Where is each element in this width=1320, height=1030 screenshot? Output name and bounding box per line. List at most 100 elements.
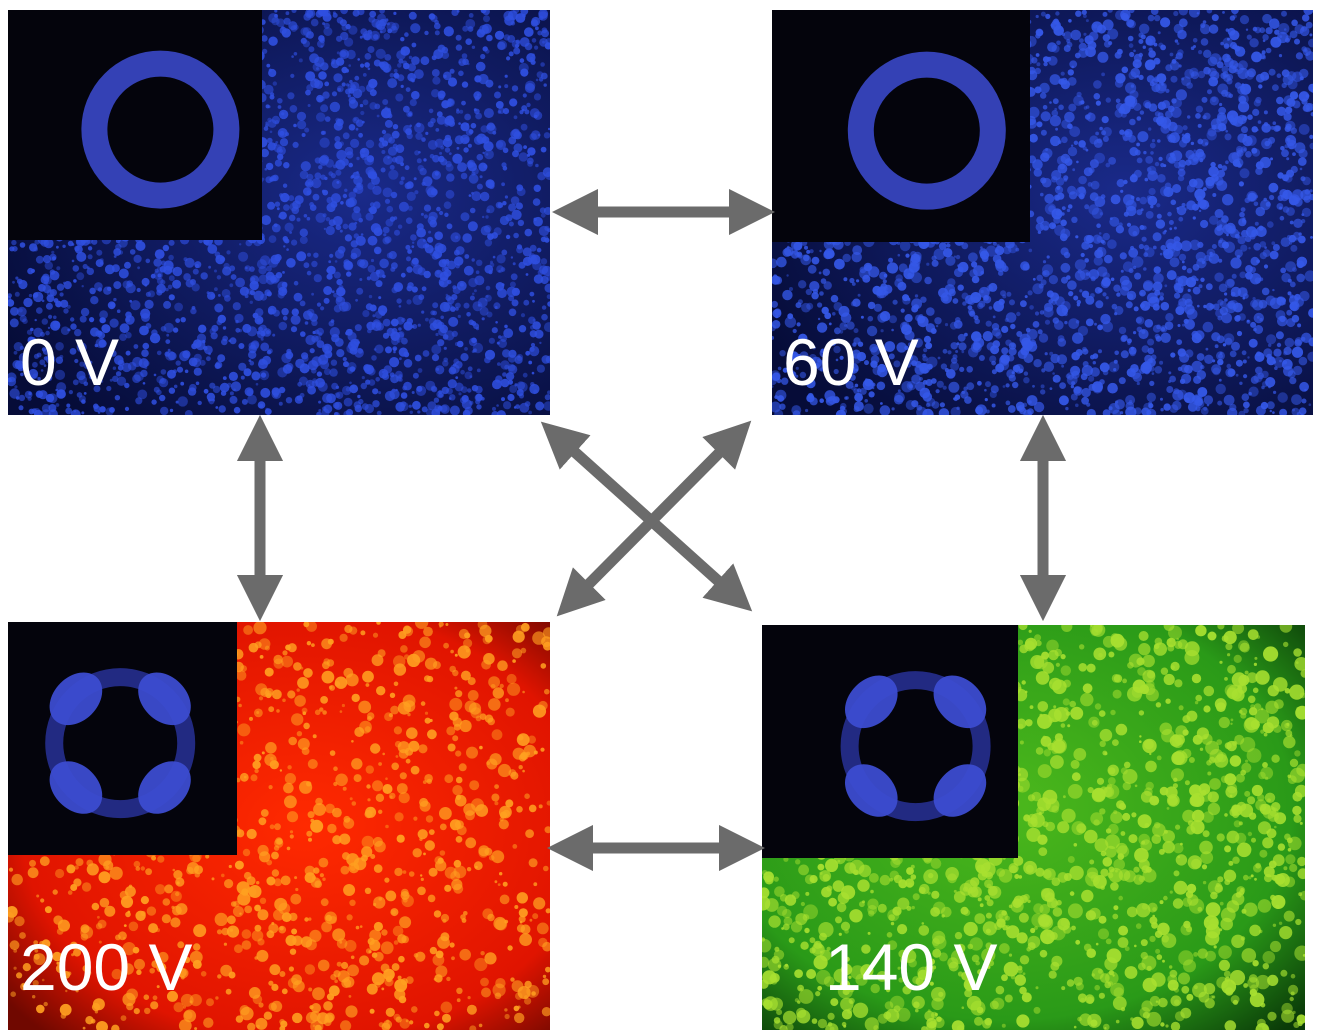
droplet: [369, 10, 377, 18]
droplet: [160, 369, 167, 375]
droplet: [1237, 236, 1246, 245]
droplet: [151, 399, 157, 405]
droplet: [286, 348, 292, 354]
droplet: [366, 155, 374, 163]
droplet: [526, 157, 534, 165]
droplet: [476, 183, 483, 190]
droplet: [249, 360, 255, 366]
droplet: [1261, 50, 1266, 55]
droplet: [34, 318, 37, 322]
droplet: [913, 337, 923, 348]
droplet: [206, 291, 210, 295]
droplet: [409, 99, 417, 107]
droplet: [864, 360, 869, 366]
droplet: [1296, 273, 1305, 283]
droplet: [34, 239, 40, 245]
droplet: [1107, 239, 1117, 249]
droplet: [1032, 159, 1043, 170]
droplet: [168, 254, 174, 261]
droplet: [248, 350, 257, 359]
droplet: [482, 215, 485, 219]
droplet: [420, 212, 424, 216]
droplet: [396, 298, 402, 304]
droplet: [372, 400, 380, 408]
droplet: [13, 350, 18, 355]
droplet: [1207, 89, 1212, 95]
droplet: [1101, 72, 1105, 77]
droplet: [459, 109, 464, 114]
droplet: [1005, 383, 1010, 388]
droplet: [325, 158, 334, 168]
droplet: [1132, 265, 1137, 270]
droplet: [398, 347, 408, 357]
droplet: [282, 315, 288, 321]
droplet: [211, 324, 219, 332]
droplet: [1235, 359, 1243, 367]
droplet: [925, 402, 931, 408]
droplet: [508, 364, 518, 374]
droplet: [438, 390, 442, 394]
droplet: [1283, 351, 1288, 356]
droplet: [1140, 300, 1151, 311]
droplet: [471, 45, 476, 49]
droplet: [370, 258, 375, 263]
droplet: [335, 295, 343, 303]
droplet: [446, 223, 453, 230]
droplet: [460, 353, 469, 362]
droplet: [1033, 401, 1045, 413]
droplet: [455, 263, 460, 269]
droplet: [1220, 41, 1224, 46]
droplet: [292, 141, 299, 148]
droplet: [1081, 387, 1091, 398]
droplet: [1078, 100, 1083, 105]
droplet: [964, 332, 968, 337]
droplet: [1149, 142, 1156, 149]
droplet: [406, 285, 413, 292]
droplet: [8, 299, 15, 307]
droplet: [303, 214, 308, 218]
droplet: [203, 388, 209, 394]
droplet: [1136, 157, 1143, 164]
droplet: [279, 138, 289, 147]
droplet: [1191, 152, 1200, 162]
droplet: [89, 317, 95, 323]
droplet: [277, 153, 284, 161]
droplet: [1079, 194, 1084, 200]
droplet: [520, 68, 529, 77]
droplet: [1234, 82, 1242, 89]
droplet: [772, 335, 775, 340]
droplet: [532, 198, 541, 206]
droplet: [433, 397, 440, 403]
droplet: [1061, 364, 1064, 368]
droplet: [1294, 337, 1303, 346]
droplet: [1265, 27, 1273, 35]
droplet: [532, 299, 535, 303]
droplet: [502, 166, 508, 171]
droplet: [1105, 97, 1112, 103]
droplet: [478, 73, 489, 85]
droplet: [56, 245, 59, 249]
droplet: [907, 342, 913, 347]
droplet: [1299, 167, 1303, 171]
droplet: [805, 408, 809, 413]
droplet: [1241, 115, 1248, 121]
droplet: [830, 294, 839, 303]
droplet: [793, 250, 799, 256]
droplet: [540, 146, 547, 153]
droplet: [521, 105, 528, 112]
droplet: [297, 381, 303, 387]
droplet: [1266, 353, 1272, 360]
droplet: [1126, 19, 1135, 28]
droplet: [412, 264, 423, 275]
droplet: [1285, 261, 1296, 272]
droplet: [49, 253, 57, 261]
droplet: [1016, 311, 1021, 317]
droplet: [1231, 10, 1239, 15]
droplet: [431, 89, 440, 98]
droplet: [846, 321, 855, 330]
droplet: [323, 22, 330, 29]
droplet: [795, 366, 799, 370]
droplet: [384, 198, 391, 204]
droplet: [1226, 233, 1229, 237]
droplet: [851, 282, 856, 286]
